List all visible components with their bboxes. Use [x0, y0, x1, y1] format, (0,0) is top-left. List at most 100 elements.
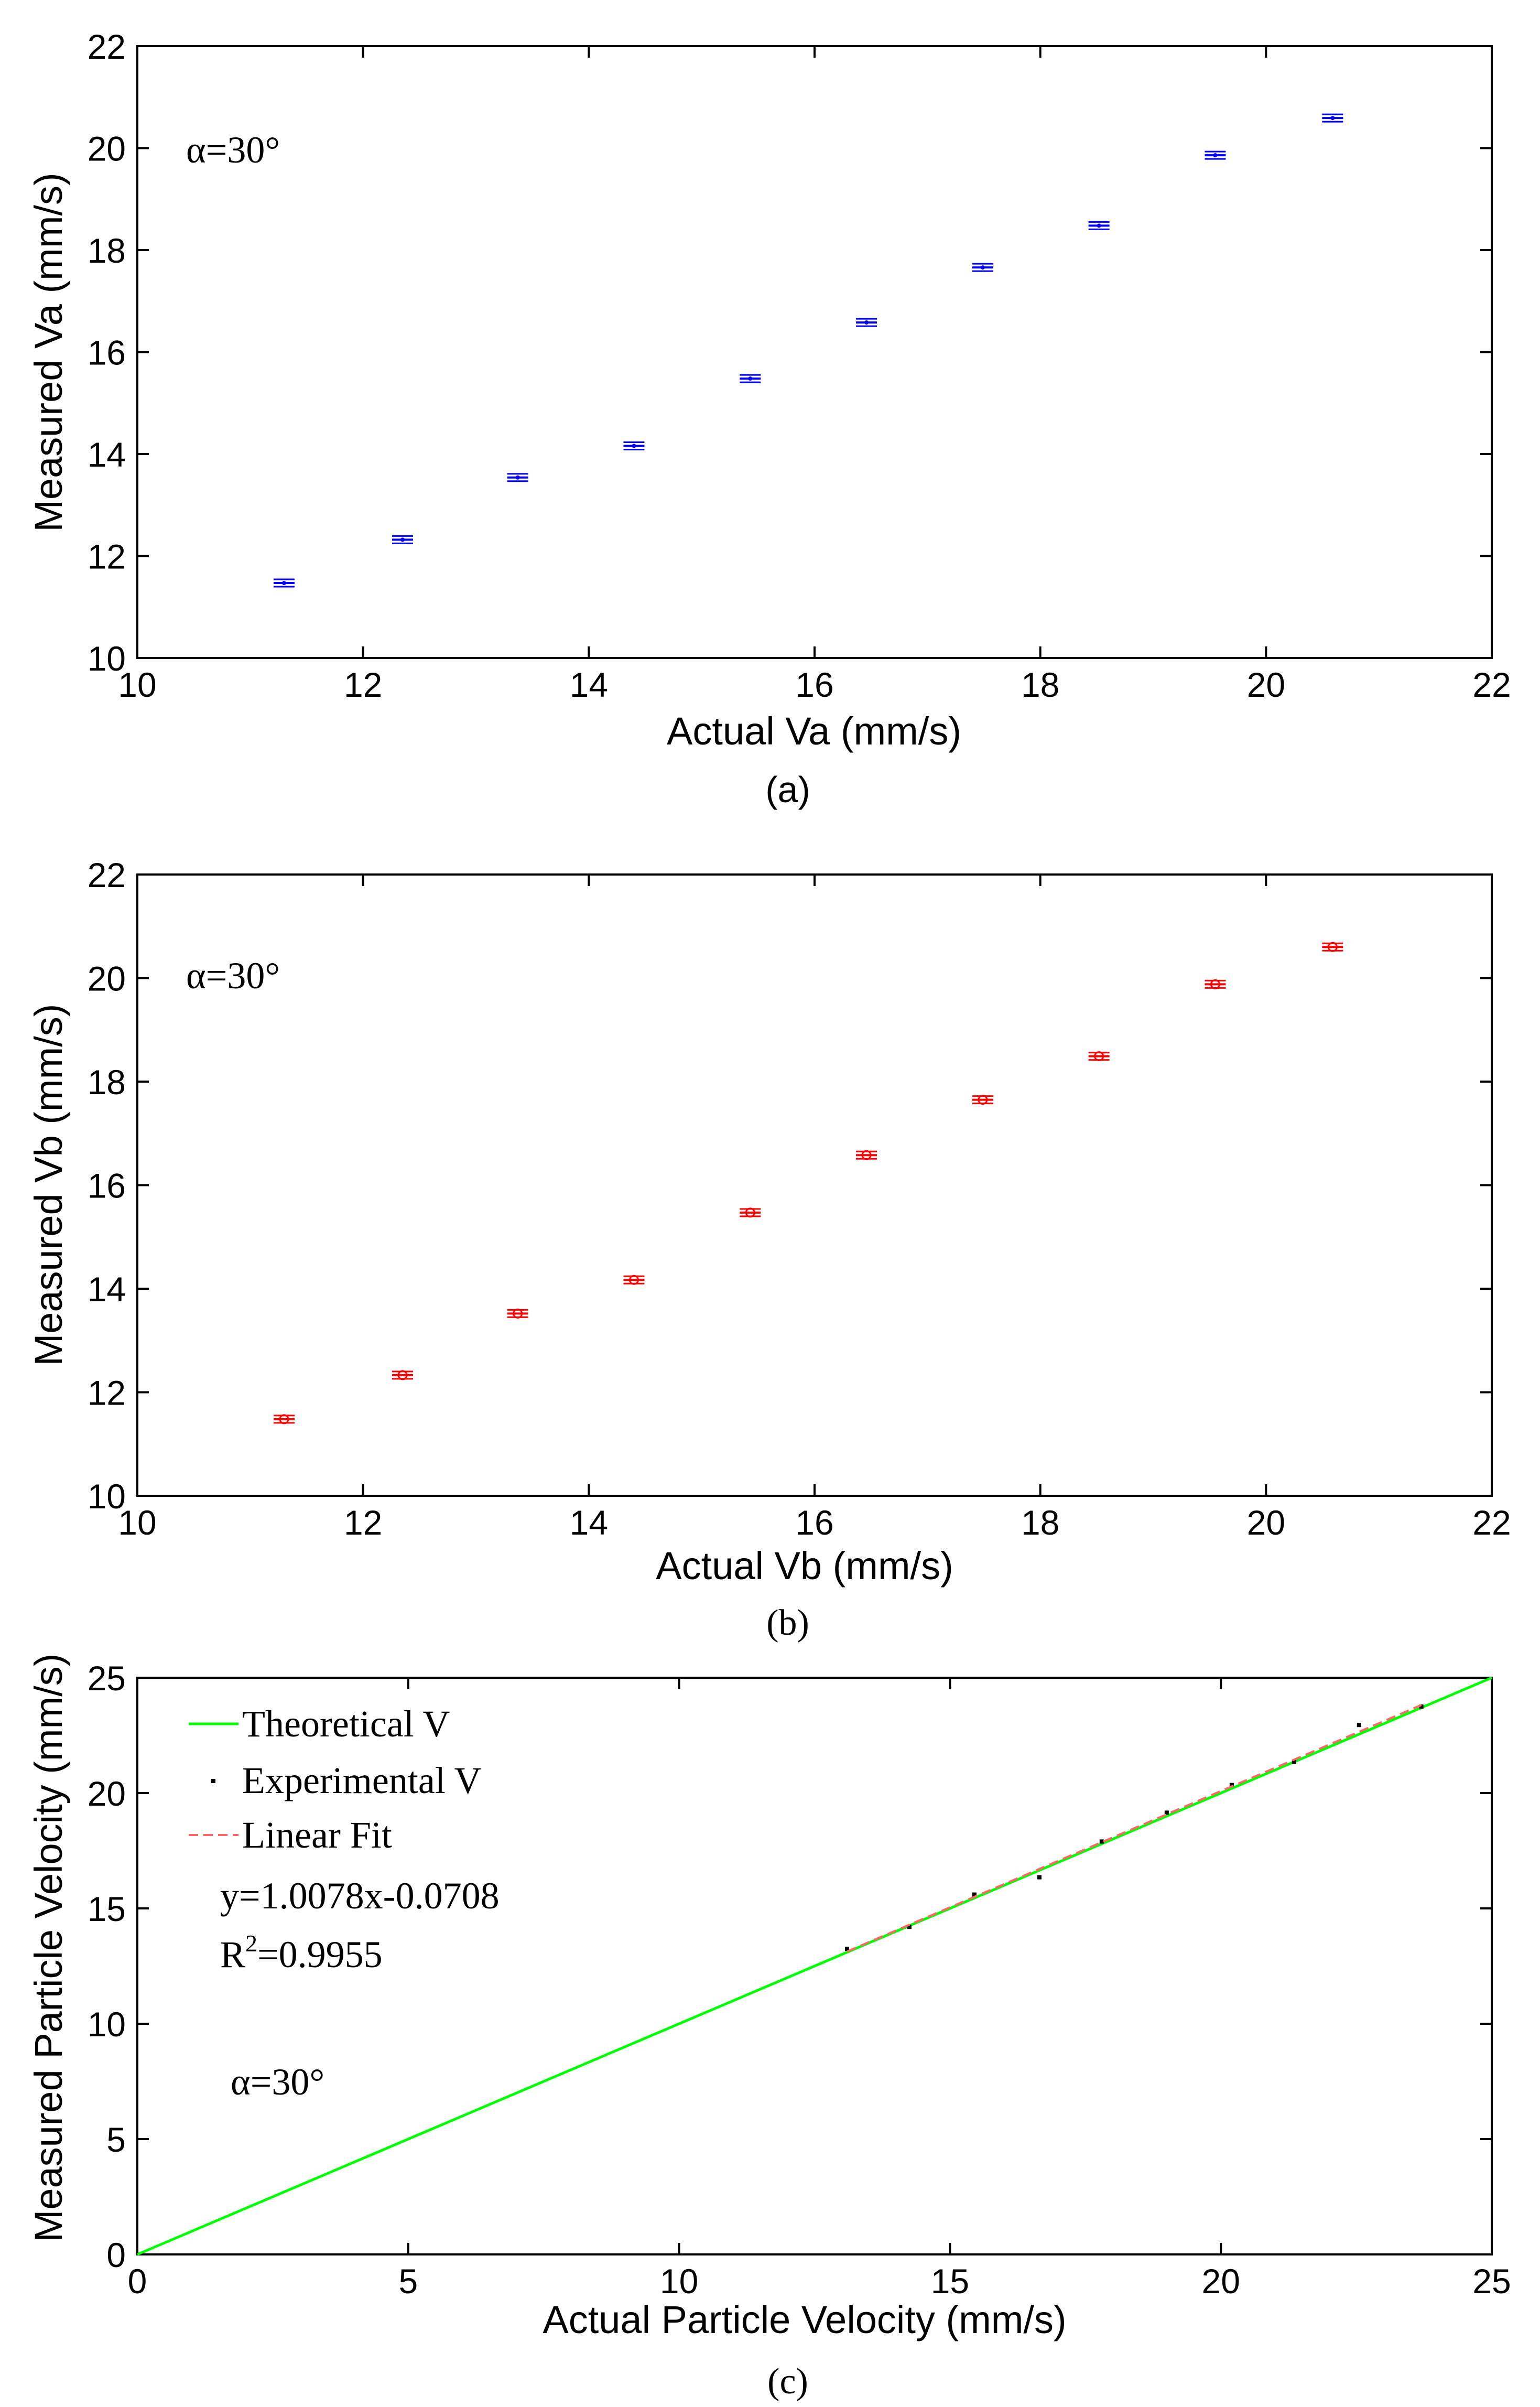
- x-tick-label-b-6: 22: [1472, 1503, 1511, 1542]
- legend-label-theoretical: Theoretical V: [242, 1703, 450, 1745]
- x-tick-label-a-0: 10: [118, 665, 156, 704]
- y-tick-label-b-0: 10: [88, 1477, 126, 1516]
- data-point-a-7: [1097, 223, 1101, 228]
- y-axis-label-c: Measured Particle Velocity (mm/s): [27, 1654, 70, 2242]
- data-point-a-5: [864, 320, 869, 325]
- r-squared-exponent: 2: [245, 1930, 257, 1957]
- data-point-a-9: [1330, 116, 1335, 121]
- x-tick-label-a-2: 14: [570, 665, 608, 704]
- y-tick-label-a-6: 22: [88, 27, 126, 66]
- x-tick-label-a-4: 18: [1021, 665, 1059, 704]
- x-tick-label-b-2: 14: [570, 1503, 608, 1542]
- fit-equation: y=1.0078x-0.0708: [220, 1875, 500, 1917]
- r-squared: R2=0.9955: [220, 1930, 383, 1976]
- series-line-theoretical: [137, 1676, 1492, 2256]
- data-point-a-4: [748, 376, 753, 381]
- y-tick-label-a-0: 10: [88, 639, 126, 678]
- x-tick-label-b-3: 16: [795, 1503, 833, 1542]
- x-tick-label-a-3: 16: [795, 665, 833, 704]
- chart-panel-b: 10 12 14 16 18 20 22 10 12 14 16 18 20 22 α=30° Actu…: [27, 856, 1511, 1643]
- x-tick-label-a-1: 12: [344, 665, 382, 704]
- x-tick-label-c-0: 0: [128, 2262, 147, 2301]
- y-axis-label-a: Measured Va (mm/s): [27, 172, 70, 532]
- x-tick-label-c-2: 10: [660, 2262, 698, 2301]
- y-tick-label-c-2: 10: [88, 2005, 126, 2044]
- experimental-point-9: [1419, 1704, 1424, 1709]
- legend-label-linear-fit: Linear Fit: [242, 1814, 392, 1856]
- plot-area-a: [136, 45, 1493, 659]
- y-tick-label-b-1: 12: [88, 1374, 126, 1412]
- experimental-point-3: [1037, 1875, 1042, 1880]
- x-tick-label-c-1: 5: [398, 2262, 418, 2301]
- data-series-b: [273, 942, 1343, 1424]
- x-tick-label-b-1: 12: [344, 1503, 382, 1542]
- x-axis-label-a: Actual Va (mm/s): [667, 709, 961, 753]
- x-axis-a: 10 12 14 16 18 20 22: [118, 46, 1511, 704]
- y-tick-label-b-5: 20: [88, 959, 126, 998]
- y-tick-label-b-4: 18: [88, 1063, 126, 1102]
- data-point-b-5: [861, 1150, 872, 1160]
- y-axis-b: 10 12 14 16 18 20 22: [88, 856, 1492, 1516]
- x-tick-label-a-5: 20: [1247, 665, 1285, 704]
- data-point-a-8: [1213, 153, 1218, 158]
- y-tick-label-c-1: 5: [106, 2120, 126, 2159]
- experimental-point-6: [1229, 1783, 1234, 1787]
- y-tick-label-a-4: 18: [88, 231, 126, 270]
- y-tick-label-c-5: 25: [88, 1659, 126, 1698]
- data-point-a-0: [281, 581, 286, 586]
- legend-swatch-experimental: [211, 1779, 215, 1783]
- data-point-b-9: [1327, 942, 1338, 952]
- x-tick-label-b-0: 10: [118, 1503, 156, 1542]
- series-line-linear-fit: [847, 1704, 1422, 1953]
- annotation-alpha-b: α=30°: [186, 955, 280, 997]
- data-point-a-3: [632, 444, 636, 448]
- data-point-b-2: [513, 1308, 523, 1319]
- data-point-b-4: [745, 1207, 755, 1218]
- data-point-b-7: [1094, 1051, 1104, 1062]
- experimental-point-8: [1357, 1723, 1361, 1728]
- caption-a: (a): [765, 769, 810, 810]
- y-tick-label-a-5: 20: [88, 129, 126, 168]
- x-axis-c: 0 5 10 15 20 25: [128, 1678, 1511, 2301]
- x-axis-label-c: Actual Particle Velocity (mm/s): [543, 2298, 1066, 2341]
- data-point-a-2: [515, 475, 520, 480]
- data-point-a-6: [980, 265, 985, 270]
- x-axis-b: 10 12 14 16 18 20 22: [118, 875, 1511, 1542]
- y-tick-label-b-6: 22: [88, 856, 126, 894]
- r-squared-value: =0.9955: [257, 1934, 383, 1976]
- data-point-b-8: [1210, 979, 1220, 989]
- annotation-alpha-c: α=30°: [231, 2061, 324, 2103]
- x-tick-label-a-6: 22: [1472, 665, 1511, 704]
- annotation-alpha-a: α=30°: [186, 129, 280, 171]
- experimental-point-1: [907, 1925, 912, 1929]
- x-tick-label-c-5: 25: [1472, 2262, 1511, 2301]
- experimental-point-0: [845, 1947, 850, 1951]
- caption-b: (b): [766, 1603, 809, 1643]
- y-tick-label-c-4: 20: [88, 1774, 126, 1813]
- legend-c: Theoretical V Experimental V Linear Fit: [189, 1703, 482, 1856]
- data-series-c: [137, 1676, 1492, 2256]
- x-axis-label-b: Actual Vb (mm/s): [656, 1544, 953, 1588]
- x-tick-label-b-4: 18: [1021, 1503, 1059, 1542]
- chart-panel-a: 10 12 14 16 18 20 22 10 12 14 16 18 20 22 α=30° Actu…: [27, 27, 1511, 810]
- y-tick-label-a-2: 14: [88, 435, 126, 474]
- y-tick-label-a-1: 12: [88, 537, 126, 576]
- x-tick-label-c-3: 15: [931, 2262, 969, 2301]
- chart-panel-c: 0 5 10 15 20 25 0 5 10 15 20 25 Theoretical V Expe…: [27, 1654, 1511, 2402]
- y-tick-label-b-2: 14: [88, 1270, 126, 1309]
- r-squared-symbol: R: [220, 1934, 245, 1976]
- data-point-a-1: [400, 537, 405, 542]
- y-tick-label-c-3: 15: [88, 1890, 126, 1928]
- plot-area-b: [136, 873, 1493, 1497]
- y-axis-label-b: Measured Vb (mm/s): [27, 1004, 70, 1366]
- experimental-point-7: [1292, 1760, 1296, 1764]
- experimental-point-4: [1099, 1839, 1104, 1844]
- data-series-a: [273, 113, 1343, 588]
- data-point-b-0: [279, 1414, 289, 1424]
- data-point-b-3: [628, 1275, 639, 1285]
- legend-label-experimental: Experimental V: [242, 1760, 482, 1801]
- caption-c: (c): [767, 2361, 808, 2402]
- x-tick-label-c-4: 20: [1201, 2262, 1240, 2301]
- x-tick-label-b-5: 20: [1247, 1503, 1285, 1542]
